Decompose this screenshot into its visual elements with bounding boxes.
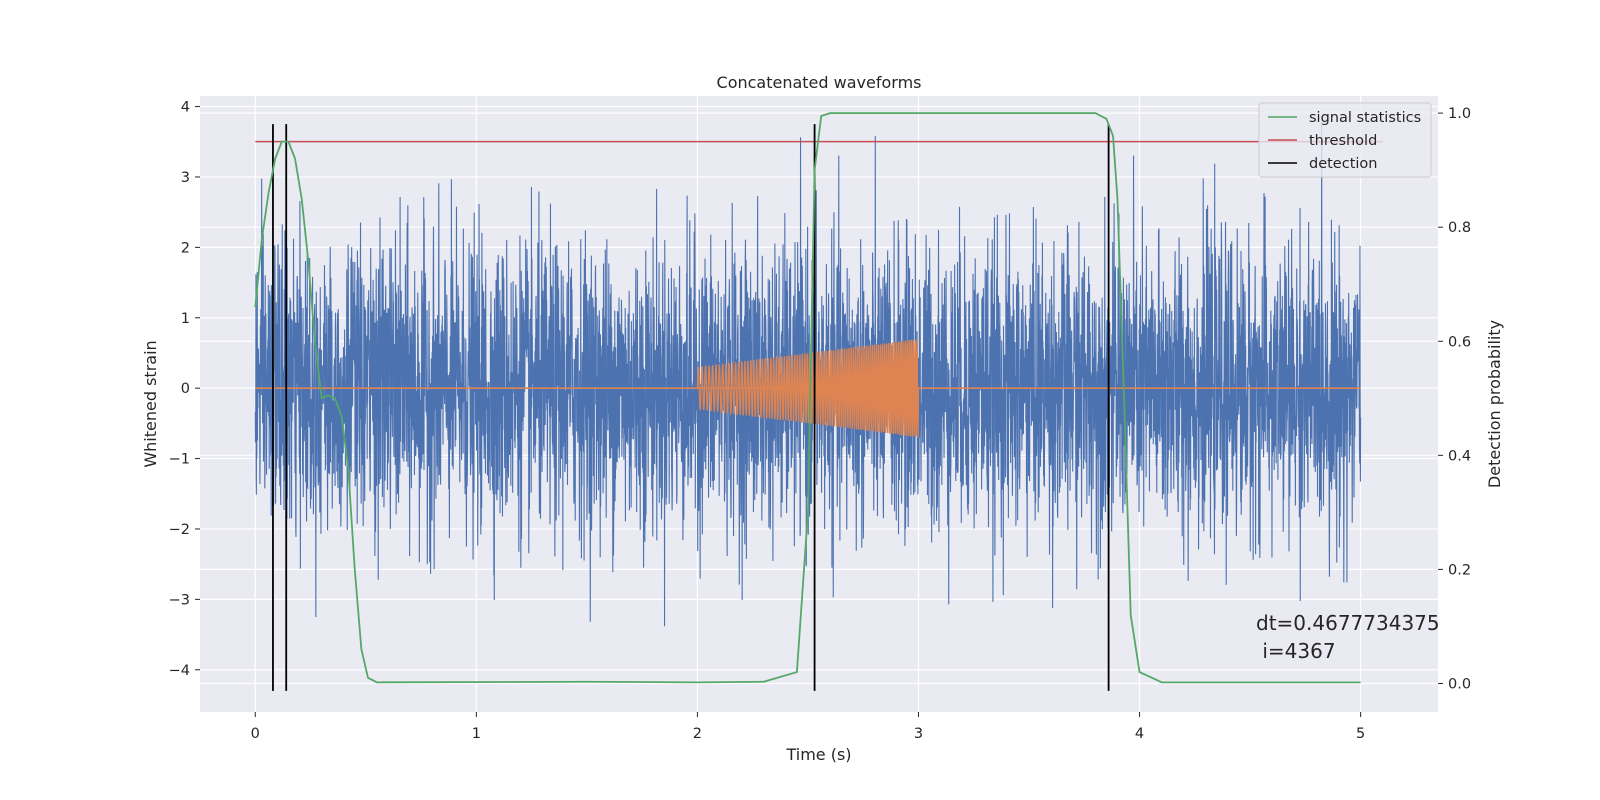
x-tick-label: 2 (693, 726, 702, 742)
y-axis-label-right: Detection probability (1485, 320, 1504, 488)
series-chirp-line (696, 339, 920, 438)
y-tick-right-label: 0.8 (1448, 220, 1471, 236)
chart-title: Concatenated waveforms (717, 73, 922, 92)
series-layer (254, 112, 1383, 691)
x-tick-label: 0 (251, 726, 260, 742)
y-tick-label: −1 (169, 452, 190, 468)
x-tick-label: 3 (914, 726, 923, 742)
x-axis: 0 1 2 3 4 5 (251, 712, 1365, 742)
y-tick-label: −3 (169, 592, 190, 608)
legend-label-signal-statistics: signal statistics (1309, 110, 1421, 126)
legend-label-detection: detection (1309, 156, 1377, 172)
y-tick-label: 0 (181, 381, 190, 397)
y-axis-left: −4 −3 −2 −1 0 1 2 3 4 (169, 100, 200, 679)
y-tick-right-label: 0.2 (1448, 562, 1471, 578)
y-tick-right-label: 0.6 (1448, 334, 1471, 350)
y-axis-label-left: Whitened strain (141, 340, 160, 467)
legend-label-threshold: threshold (1309, 133, 1377, 149)
y-tick-label: 3 (181, 170, 190, 186)
y-axis-right: 0.0 0.2 0.4 0.6 0.8 1.0 (1438, 106, 1471, 692)
y-tick-label: 4 (181, 100, 190, 116)
y-tick-right-label: 1.0 (1448, 106, 1471, 122)
x-tick-label: 4 (1135, 726, 1144, 742)
legend-box (1258, 102, 1432, 178)
y-tick-label: −2 (169, 522, 190, 538)
x-tick-label: 5 (1356, 726, 1365, 742)
y-tick-right-label: 0.4 (1448, 448, 1471, 464)
y-tick-label: −4 (169, 663, 190, 679)
annotation-dt: dt=0.4677734375 (1256, 611, 1440, 635)
annotation-i: i=4367 (1256, 639, 1336, 663)
x-axis-label: Time (s) (785, 745, 851, 764)
y-tick-label: 1 (181, 311, 190, 327)
legend: signal statistics threshold detection (1258, 102, 1432, 178)
series-signal-statistics-line (254, 112, 1361, 684)
y-tick-right-label: 0.0 (1448, 676, 1471, 692)
x-tick-label: 1 (472, 726, 481, 742)
y-tick-label: 2 (181, 240, 190, 256)
